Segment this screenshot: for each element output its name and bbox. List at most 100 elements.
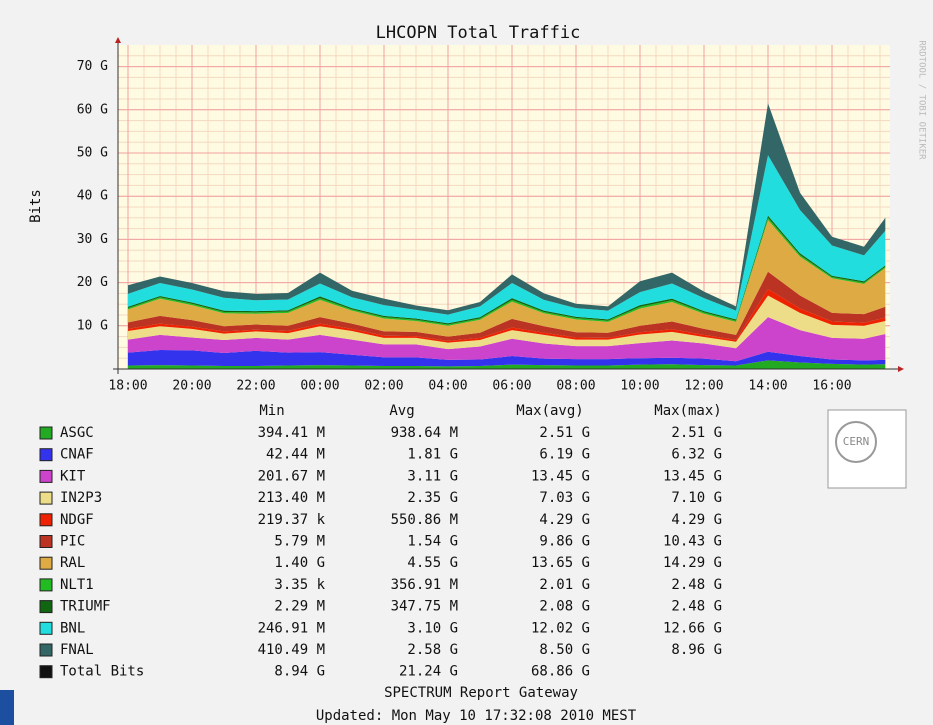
area: [128, 317, 886, 362]
chart-title: LHCOPN Total Traffic: [376, 23, 581, 43]
legend-swatch: [39, 513, 53, 527]
x-arrow: [898, 366, 904, 372]
stats-value: 2.51 G: [539, 425, 590, 441]
area: [128, 155, 886, 324]
y-tick-label: 70 G: [77, 59, 108, 74]
stats-value: 3.35 k: [274, 577, 325, 593]
x-tick-label: 02:00: [364, 379, 403, 394]
legend-label: NLT1: [60, 577, 94, 593]
y-arrow: [115, 37, 121, 43]
legend-label: IN2P3: [60, 490, 102, 506]
y-axis-label: Bits: [28, 189, 44, 223]
legend-swatch: [39, 578, 53, 592]
side-widget: [0, 690, 14, 725]
legend-swatch: [39, 469, 53, 483]
legend-label: Total Bits: [60, 664, 144, 680]
legend-label: TRIUMF: [60, 599, 111, 615]
stats-header: Min: [259, 403, 284, 419]
x-tick-label: 16:00: [812, 379, 851, 394]
logo-ring: [835, 421, 877, 463]
legend-label: FNAL: [60, 642, 94, 658]
stats-value: 12.02 G: [531, 620, 590, 636]
x-tick-label: 08:00: [556, 379, 595, 394]
x-tick-label: 14:00: [748, 379, 787, 394]
stats-value: 4.55 G: [407, 555, 458, 571]
stats-value: 3.11 G: [407, 468, 458, 484]
stats-value: 5.79 M: [274, 534, 325, 550]
stats-value: 4.29 G: [539, 512, 590, 528]
stats-value: 1.40 G: [274, 555, 325, 571]
legend-swatch: [39, 600, 53, 614]
y-tick-label: 60 G: [77, 102, 108, 117]
stats-value: 2.51 G: [671, 425, 722, 441]
legend-swatch: [39, 448, 53, 462]
watermark: RRDTOOL / TOBI OETIKER: [917, 40, 927, 160]
x-tick-label: 10:00: [620, 379, 659, 394]
stats-value: 410.49 M: [258, 642, 325, 658]
y-tick-label: 50 G: [77, 146, 108, 161]
area: [128, 295, 886, 350]
area: [128, 219, 886, 337]
stats-value: 7.03 G: [539, 490, 590, 506]
legend-label: PIC: [60, 534, 85, 550]
area: [128, 215, 886, 325]
x-tick-label: 00:00: [300, 379, 339, 394]
stats-value: 1.81 G: [407, 447, 458, 463]
area: [128, 271, 886, 341]
stats-value: 550.86 M: [391, 512, 458, 528]
stats-value: 356.91 M: [391, 577, 458, 593]
legend-swatch: [39, 535, 53, 548]
stats-value: 347.75 M: [391, 599, 458, 615]
legend-swatch: [39, 556, 53, 570]
legend: Min Avg Max(avg) Max(max) ASGC 394.41 M 938.64…: [39, 403, 722, 680]
stats-value: 394.41 M: [258, 425, 325, 441]
legend-swatch: [39, 426, 53, 440]
stats-value: 14.29 G: [663, 555, 722, 571]
y-tick-label: 40 G: [77, 189, 108, 204]
stats-value: 7.10 G: [671, 490, 722, 506]
area: [128, 217, 886, 326]
x-tick-label: 22:00: [236, 379, 275, 394]
y-tick-label: 20 G: [77, 275, 108, 290]
stats-value: 2.01 G: [539, 577, 590, 593]
legend-label: CNAF: [60, 447, 94, 463]
stats-value: 2.08 G: [539, 599, 590, 615]
footer: SPECTRUM Report Gateway: [384, 685, 578, 701]
stats-value: 21.24 G: [399, 664, 458, 680]
x-tick-label: 18:00: [108, 379, 147, 394]
stats-value: 4.29 G: [671, 512, 722, 528]
x-tick-label: 12:00: [684, 379, 723, 394]
logo-box: [827, 409, 907, 489]
legend-swatch: [39, 665, 53, 679]
stats-value: 68.86 G: [531, 664, 590, 680]
logo: CERN: [827, 409, 907, 489]
legend-label: KIT: [60, 468, 86, 484]
stats-value: 219.37 k: [258, 512, 326, 528]
stats-value: 13.45 G: [531, 468, 590, 484]
stats-value: 3.10 G: [407, 620, 458, 636]
x-tick-label: 04:00: [428, 379, 467, 394]
axes: 10 G 20 G 30 G 40 G 50 G 60 G 70 G 18:00 20:00 22…: [77, 37, 904, 394]
stats-value: 8.96 G: [671, 642, 722, 658]
stats-value: 8.50 G: [539, 642, 590, 658]
logo-text: CERN: [843, 435, 870, 448]
areas: [128, 103, 886, 369]
stats-value: 13.65 G: [531, 555, 590, 571]
y-tick-label: 10 G: [77, 318, 108, 333]
stats-value: 201.67 M: [258, 468, 325, 484]
area: [128, 360, 886, 369]
stats-header: Avg: [389, 403, 414, 419]
stats-header: Max(avg): [516, 403, 583, 419]
stats-value: 1.54 G: [407, 534, 458, 550]
stats-value: 2.48 G: [671, 577, 722, 593]
stats-value: 6.19 G: [539, 447, 590, 463]
stats-value: 246.91 M: [258, 620, 325, 636]
stats-value: 42.44 M: [266, 447, 325, 463]
stats-value: 8.94 G: [274, 664, 325, 680]
stats-header: Max(max): [654, 403, 721, 419]
stats-value: 2.29 M: [274, 599, 325, 615]
legend-swatch: [39, 643, 53, 657]
legend-swatch: [39, 491, 53, 505]
